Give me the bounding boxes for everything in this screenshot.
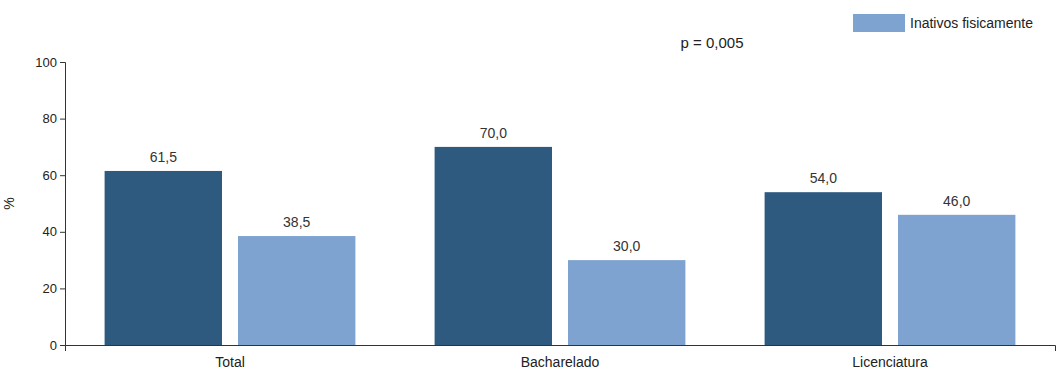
y-tick-mark [60,62,65,63]
y-tick-label: 40 [43,224,57,239]
y-tick-mark [60,288,65,289]
x-tick: Licenciatura [852,345,928,370]
legend-label: Inativos fisicamente [910,15,1033,31]
y-tick-label: 20 [43,281,57,296]
bar [105,171,222,345]
x-tick: Bacharelado [521,345,600,370]
y-axis: 0 20 40 60 80 100 [35,55,65,353]
data-labels: 61,5 70,0 54,0 38,5 30,0 46,0 [150,125,971,254]
x-tick-label: Licenciatura [852,354,928,370]
annotation: p = 0,005 [681,34,744,51]
bar [765,192,882,345]
y-tick: 80 [43,111,65,126]
y-tick-mark [60,175,65,176]
y-tick-mark [60,232,65,233]
y-tick-label: 100 [35,55,57,70]
data-label: 46,0 [943,193,970,209]
data-label: 38,5 [283,214,310,230]
y-tick: 40 [43,224,65,239]
data-label: 61,5 [150,149,177,165]
bar [898,215,1015,345]
bar [568,260,685,345]
y-tick: 20 [43,281,65,296]
data-label: 70,0 [480,125,507,141]
y-tick: 100 [35,55,65,70]
y-tick-mark [60,345,65,346]
y-tick-label: 80 [43,111,57,126]
bars [105,147,1016,345]
y-tick: 0 [50,338,65,353]
y-tick: 60 [43,168,65,183]
data-label: 54,0 [810,170,837,186]
x-tick-label: Total [215,354,245,370]
y-tick-label: 60 [43,168,57,183]
y-tick-mark [60,119,65,120]
bar [238,236,355,345]
bar [435,147,552,345]
x-tick-label: Bacharelado [521,354,600,370]
x-axis: Total Bacharelado Licenciatura [66,345,1056,370]
legend-swatch [853,14,905,32]
y-axis-title: % [1,197,17,209]
data-label: 30,0 [613,238,640,254]
x-axis-line [66,346,1056,352]
x-tick: Total [215,345,245,370]
legend: Inativos fisicamente [853,14,1033,32]
y-axis-line [60,63,66,346]
y-tick-label: 0 [50,338,57,353]
